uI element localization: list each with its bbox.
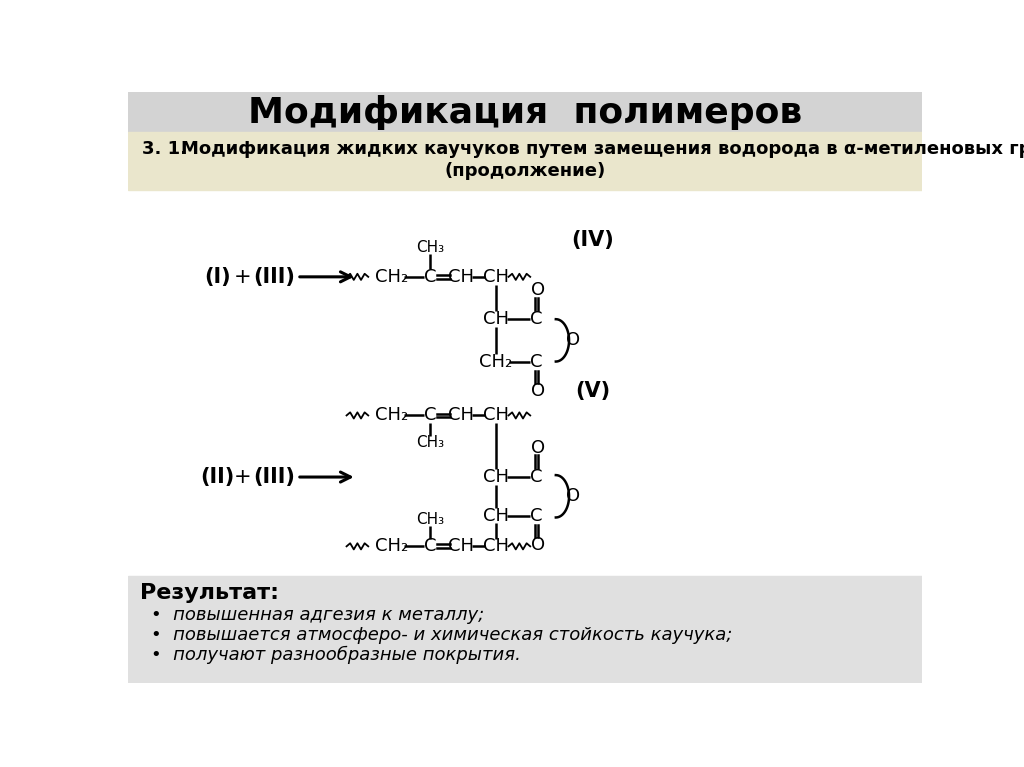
Text: CH: CH <box>483 407 509 424</box>
Text: •  получают разнообразные покрытия.: • получают разнообразные покрытия. <box>152 646 521 664</box>
Text: CH₂: CH₂ <box>375 407 409 424</box>
Text: •  повышенная адгезия к металлу;: • повышенная адгезия к металлу; <box>152 606 484 624</box>
Text: CH₃: CH₃ <box>416 435 444 450</box>
Text: C: C <box>530 310 543 328</box>
Text: (I): (I) <box>204 267 230 287</box>
Text: (продолжение): (продолжение) <box>444 163 605 180</box>
Bar <box>128 575 922 683</box>
Text: O: O <box>530 281 545 299</box>
Text: (III): (III) <box>253 467 295 487</box>
Text: CH: CH <box>483 506 509 525</box>
Text: C: C <box>530 506 543 525</box>
Text: +: + <box>233 467 252 487</box>
Text: (II): (II) <box>200 467 234 487</box>
Text: CH: CH <box>483 268 509 286</box>
Text: CH₂: CH₂ <box>375 268 409 286</box>
Text: CH: CH <box>449 407 474 424</box>
Text: CH: CH <box>449 538 474 555</box>
Text: C: C <box>424 407 436 424</box>
Text: O: O <box>530 536 545 554</box>
Bar <box>128 92 922 132</box>
Text: C: C <box>424 538 436 555</box>
Text: Модификация  полимеров: Модификация полимеров <box>248 94 802 130</box>
Text: CH₂: CH₂ <box>375 538 409 555</box>
Text: Модификация жидких каучуков путем замещения водорода в α-метиленовых группах: Модификация жидких каучуков путем замеще… <box>180 140 1024 158</box>
Text: 3. 1.: 3. 1. <box>142 140 187 158</box>
Text: CH₃: CH₃ <box>416 240 444 255</box>
Text: (III): (III) <box>253 267 295 287</box>
Text: +: + <box>233 267 252 287</box>
Text: O: O <box>566 331 580 349</box>
Text: •  повышается атмосферо- и химическая стойкость каучука;: • повышается атмосферо- и химическая сто… <box>152 626 732 644</box>
Text: CH: CH <box>483 310 509 328</box>
Text: (IV): (IV) <box>571 230 614 250</box>
Text: CH: CH <box>483 468 509 486</box>
Text: CH₃: CH₃ <box>416 512 444 527</box>
Text: O: O <box>530 439 545 457</box>
Text: C: C <box>530 468 543 486</box>
Text: CH: CH <box>449 268 474 286</box>
Text: O: O <box>566 487 580 505</box>
Text: CH₂: CH₂ <box>479 353 513 370</box>
Text: O: O <box>530 382 545 400</box>
Text: Результат:: Результат: <box>139 584 279 604</box>
Text: C: C <box>424 268 436 286</box>
Text: CH: CH <box>483 538 509 555</box>
Bar <box>128 132 922 189</box>
Text: C: C <box>530 353 543 370</box>
Text: (V): (V) <box>575 380 610 401</box>
